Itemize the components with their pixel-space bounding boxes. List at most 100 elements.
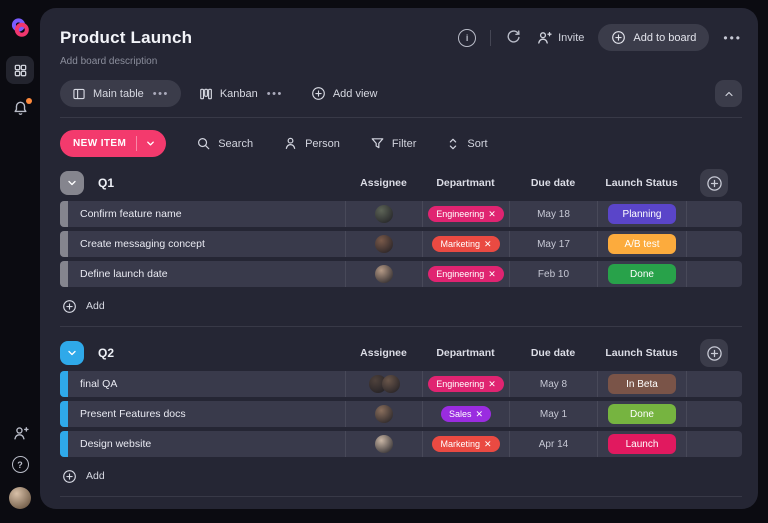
status-label[interactable]: Done	[608, 264, 676, 284]
tab-main-table[interactable]: Main table •••	[60, 80, 181, 107]
person-plus-icon	[538, 31, 552, 44]
assignee-cell[interactable]	[345, 261, 422, 287]
column-header[interactable]: Due date	[530, 177, 576, 189]
add-column-button[interactable]	[700, 339, 728, 367]
sort-label: Sort	[467, 137, 488, 150]
due-date-cell[interactable]: Feb 10	[509, 261, 597, 287]
due-date-cell[interactable]: May 18	[509, 201, 597, 227]
activity-sync-button[interactable]	[505, 29, 522, 46]
column-header[interactable]: Due date	[530, 347, 576, 359]
due-date-cell[interactable]: May 8	[509, 371, 597, 397]
group-collapse-button[interactable]	[60, 341, 84, 365]
table-row[interactable]: Confirm feature name Engineering ✕ May 1…	[60, 201, 742, 227]
column-header[interactable]: Launch Status	[605, 177, 678, 189]
remove-tag-icon[interactable]: ✕	[483, 238, 492, 249]
status-label[interactable]: A/B test	[608, 234, 676, 254]
assignee-cell[interactable]	[345, 431, 422, 457]
remove-tag-icon[interactable]: ✕	[475, 408, 484, 419]
add-to-board-button[interactable]: Add to board	[598, 24, 710, 51]
status-cell[interactable]: Launch	[597, 431, 686, 457]
search-button[interactable]: Search	[196, 136, 253, 151]
empty-cell	[686, 201, 742, 227]
table-row[interactable]: Create messaging concept Marketing ✕ May…	[60, 231, 742, 257]
due-date-cell[interactable]: May 1	[509, 401, 597, 427]
collapse-header-button[interactable]	[715, 80, 742, 107]
assignee-cell[interactable]	[345, 401, 422, 427]
item-name[interactable]: Create messaging concept	[80, 238, 205, 250]
status-cell[interactable]: Planning	[597, 201, 686, 227]
user-avatar[interactable]	[9, 487, 31, 509]
department-cell[interactable]: Engineering ✕	[422, 261, 509, 287]
board-description[interactable]: Add board description	[60, 56, 158, 67]
department-tag[interactable]: Sales ✕	[440, 406, 492, 422]
department-cell[interactable]: Sales ✕	[422, 401, 509, 427]
status-cell[interactable]: Done	[597, 261, 686, 287]
item-name[interactable]: Define launch date	[80, 268, 168, 280]
help-button[interactable]: ?	[11, 456, 29, 473]
column-header[interactable]: Departmant	[436, 347, 495, 359]
board-info-button[interactable]: i	[458, 28, 477, 47]
app-logo[interactable]	[8, 16, 32, 40]
column-header[interactable]: Departmant	[436, 177, 495, 189]
add-item-button[interactable]: Add	[62, 461, 105, 491]
plus-circle-icon	[63, 469, 76, 483]
column-header[interactable]: Assignee	[360, 347, 407, 359]
department-cell[interactable]: Marketing ✕	[422, 431, 509, 457]
table-row[interactable]: Design website Marketing ✕ Apr 14 Launch	[60, 431, 742, 457]
department-tag[interactable]: Engineering ✕	[428, 206, 504, 222]
table-row[interactable]: Define launch date Engineering ✕ Feb 10 …	[60, 261, 742, 287]
filter-button[interactable]: Filter	[370, 136, 416, 151]
status-label[interactable]: In Beta	[608, 374, 676, 394]
department-cell[interactable]: Engineering ✕	[422, 371, 509, 397]
status-label[interactable]: Planning	[608, 204, 676, 224]
item-name[interactable]: Present Features docs	[80, 408, 186, 420]
department-tag[interactable]: Marketing ✕	[432, 236, 500, 252]
department-tag[interactable]: Marketing ✕	[432, 436, 500, 452]
add-item-button[interactable]: Add	[62, 291, 105, 321]
add-view-button[interactable]: Add view	[311, 86, 377, 101]
group-color-bar	[60, 261, 68, 287]
status-cell[interactable]: A/B test	[597, 231, 686, 257]
board-menu-button[interactable]: •••	[723, 30, 742, 45]
logo-icon	[11, 18, 29, 37]
remove-tag-icon[interactable]: ✕	[488, 208, 496, 219]
remove-tag-icon[interactable]: ✕	[488, 268, 496, 279]
tab-menu-icon[interactable]: •••	[152, 87, 169, 100]
group-title[interactable]: Q2	[98, 346, 115, 360]
department-cell[interactable]: Engineering ✕	[422, 201, 509, 227]
tab-kanban[interactable]: Kanban •••	[187, 80, 295, 107]
new-item-button[interactable]: NEW ITEM	[60, 130, 167, 157]
status-label[interactable]: Launch	[608, 434, 676, 454]
remove-tag-icon[interactable]: ✕	[488, 378, 496, 389]
department-tag[interactable]: Engineering ✕	[428, 266, 504, 282]
department-cell[interactable]: Marketing ✕	[422, 231, 509, 257]
notifications-button[interactable]	[12, 98, 32, 117]
due-date-cell[interactable]: May 17	[509, 231, 597, 257]
column-header[interactable]: Assignee	[360, 177, 407, 189]
empty-cell	[686, 371, 742, 397]
add-column-button[interactable]	[700, 169, 728, 197]
group-collapse-button[interactable]	[60, 171, 84, 195]
invite-button[interactable]: Invite	[536, 30, 584, 46]
due-date-cell[interactable]: Apr 14	[509, 431, 597, 457]
table-row[interactable]: Present Features docs Sales ✕ May 1 Done	[60, 401, 742, 427]
department-tag[interactable]: Engineering ✕	[428, 376, 504, 392]
invite-members-button[interactable]	[12, 425, 29, 442]
item-name[interactable]: final QA	[80, 378, 118, 390]
remove-tag-icon[interactable]: ✕	[483, 438, 492, 449]
boards-nav-button[interactable]	[6, 56, 34, 84]
table-row[interactable]: final QA Engineering ✕ May 8 In Beta	[60, 371, 742, 397]
item-name[interactable]: Confirm feature name	[80, 208, 182, 220]
assignee-cell[interactable]	[345, 201, 422, 227]
column-header[interactable]: Launch Status	[605, 347, 678, 359]
tab-menu-icon[interactable]: •••	[266, 87, 283, 100]
status-cell[interactable]: In Beta	[597, 371, 686, 397]
assignee-cell[interactable]	[345, 231, 422, 257]
status-cell[interactable]: Done	[597, 401, 686, 427]
status-label[interactable]: Done	[608, 404, 676, 424]
person-filter-button[interactable]: Person	[283, 136, 340, 151]
item-name[interactable]: Design website	[80, 438, 152, 450]
sort-button[interactable]: Sort	[446, 137, 488, 151]
assignee-cell[interactable]	[345, 371, 422, 397]
group-title[interactable]: Q1	[98, 176, 115, 190]
